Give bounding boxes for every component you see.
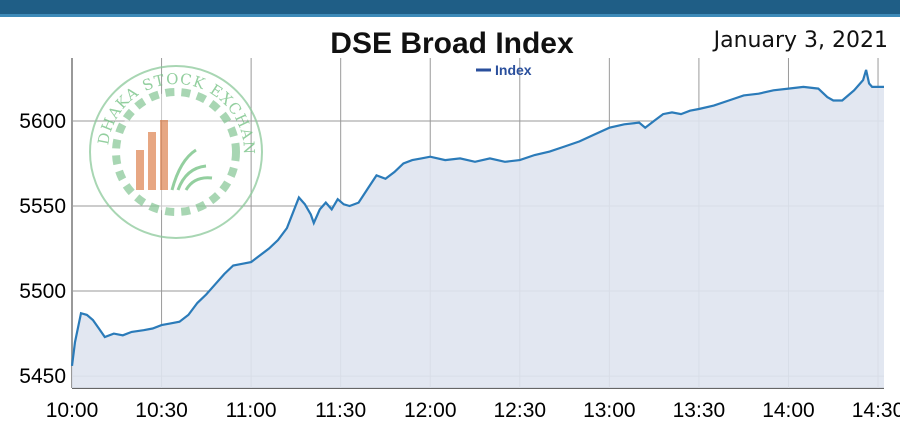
logo-gear xyxy=(112,88,240,216)
x-tick-label: 12:00 xyxy=(404,399,457,422)
logo-outer-ring xyxy=(89,65,263,239)
logo-bar xyxy=(160,120,168,190)
x-tick-label: 11:00 xyxy=(226,399,277,422)
logo-leaf xyxy=(170,148,213,191)
index-area-fill xyxy=(72,69,884,389)
axis-tick-labels: 5450 5500 5550 5600 10:00 10:30 11:00 11:30 12:0… xyxy=(19,110,900,422)
y-tick-label: 5550 xyxy=(19,195,66,218)
series-line-index xyxy=(70,69,884,367)
y-tick-label: 5450 xyxy=(19,365,66,388)
x-tick-label: 12:30 xyxy=(494,399,547,422)
legend: Index xyxy=(476,62,532,78)
header-bar xyxy=(0,0,900,14)
header-bar-accent xyxy=(0,14,900,17)
chart-title: DSE Broad Index xyxy=(330,27,574,60)
x-tick-label: 10:30 xyxy=(135,399,188,422)
date-label: January 3, 2021 xyxy=(713,28,888,53)
x-tick-label: 13:00 xyxy=(583,399,636,422)
x-tick-label: 14:00 xyxy=(762,399,815,422)
logo-bar xyxy=(136,150,144,190)
logo-bar xyxy=(148,132,156,190)
y-tick-label: 5500 xyxy=(19,280,66,303)
x-tick-label: 11:30 xyxy=(315,399,366,422)
legend-label: Index xyxy=(495,62,532,78)
x-tick-label: 10:00 xyxy=(46,399,99,422)
x-tick-label: 13:30 xyxy=(673,399,726,422)
x-tick-label: 14:30 xyxy=(852,399,900,422)
y-tick-label: 5600 xyxy=(19,110,66,133)
